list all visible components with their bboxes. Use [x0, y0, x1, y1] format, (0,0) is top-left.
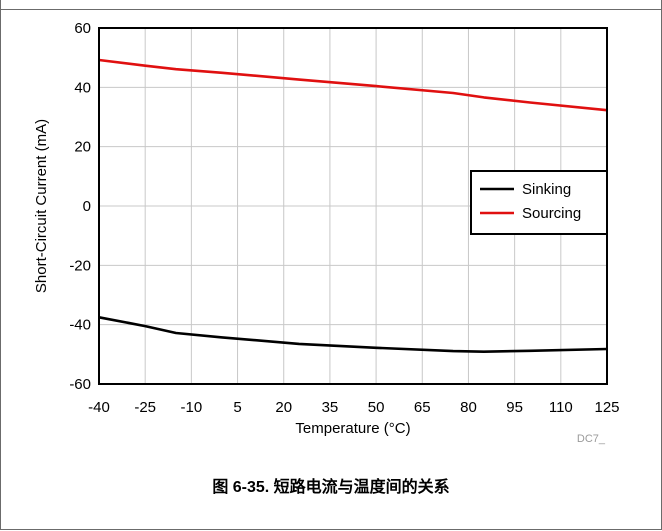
series-layer — [98, 58, 608, 354]
x-tick-label: -25 — [134, 399, 156, 416]
y-tick-label: 0 — [83, 198, 91, 215]
x-tick-label: 110 — [549, 399, 573, 416]
x-tick-label: -10 — [181, 399, 203, 416]
y-tick-label: 60 — [74, 20, 91, 37]
legend-box — [470, 170, 608, 235]
y-axis-label: Short-Circuit Current (mA) — [33, 119, 50, 293]
x-tick-label: 20 — [275, 399, 292, 416]
x-tick-label: 50 — [368, 399, 385, 416]
x-tick-label: -40 — [88, 399, 110, 416]
x-tick-labels: -40 -25 -10 5 20 35 50 65 80 95 110 125 — [88, 399, 619, 416]
y-tick-label: -60 — [69, 376, 91, 393]
y-tick-label: 40 — [74, 79, 91, 96]
y-tick-labels: 60 40 20 0 -20 -40 -60 — [69, 20, 91, 393]
x-tick-label: 125 — [594, 399, 619, 416]
x-tick-label: 65 — [414, 399, 431, 416]
legend-label-sinking: Sinking — [522, 181, 571, 198]
legend: Sinking Sourcing — [470, 170, 608, 235]
y-tick-label: 20 — [74, 139, 91, 156]
y-tick-label: -40 — [69, 317, 91, 334]
figure-id: DC7_ — [577, 433, 606, 445]
x-tick-label: 95 — [506, 399, 523, 416]
series-line-sinking — [98, 316, 608, 354]
top-divider — [0, 0, 662, 10]
x-tick-label: 80 — [460, 399, 477, 416]
x-tick-label: 35 — [322, 399, 339, 416]
legend-label-sourcing: Sourcing — [522, 205, 581, 222]
figure-caption: 图 6-35. 短路电流与温度间的关系 — [212, 479, 450, 496]
y-tick-label: -20 — [69, 257, 91, 274]
x-tick-label: 5 — [233, 399, 241, 416]
series-line-sourcing — [98, 58, 608, 112]
x-axis-label: Temperature (°C) — [295, 420, 410, 437]
